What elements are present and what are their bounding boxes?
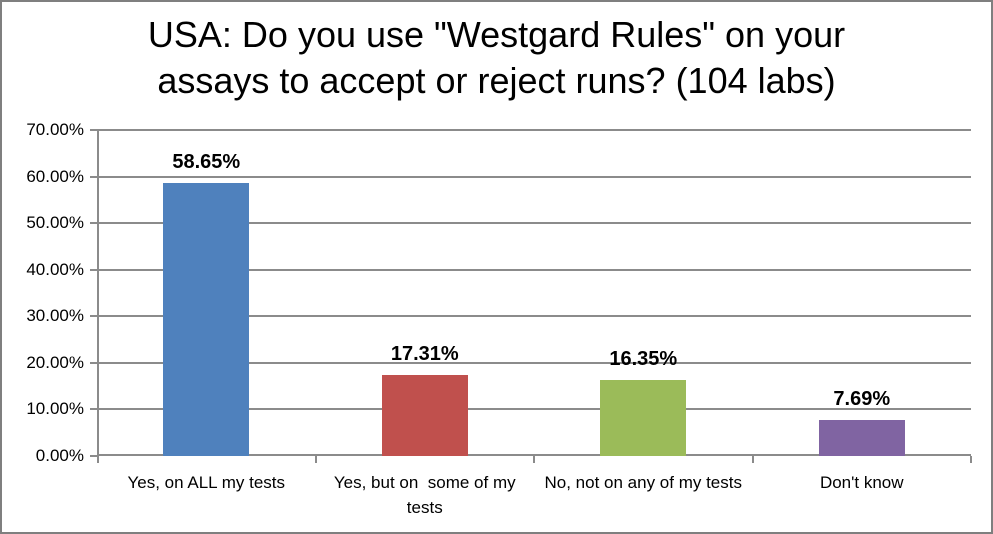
y-axis-tick-label: 40.00% bbox=[26, 259, 84, 279]
bar-3 bbox=[600, 379, 687, 456]
category-label: Yes, but on some of my tests bbox=[333, 473, 521, 517]
y-axis-tick-label: 50.00% bbox=[26, 213, 84, 233]
bar-value-label: 16.35% bbox=[609, 347, 678, 370]
y-axis-tick bbox=[90, 408, 97, 411]
y-axis-tick bbox=[90, 361, 97, 364]
chart-title-line-1: USA: Do you use "Westgard Rules" on your bbox=[147, 14, 846, 55]
y-axis-tick-label: 0.00% bbox=[35, 446, 84, 465]
y-axis-tick bbox=[90, 268, 97, 271]
x-axis-tick bbox=[751, 456, 754, 463]
y-axis-tick bbox=[90, 455, 97, 457]
bar-1 bbox=[163, 182, 250, 456]
plot-area: 58.65% 17.31% 16.35% 7.69% bbox=[90, 129, 972, 463]
x-axis-tick bbox=[970, 456, 972, 463]
y-axis-tick bbox=[90, 315, 97, 318]
y-axis-tick bbox=[90, 175, 97, 178]
gridline bbox=[97, 268, 971, 271]
chart-title: USA: Do you use "Westgard Rules" on your… bbox=[2, 12, 991, 104]
gridline bbox=[97, 175, 971, 178]
category-label: Yes, on ALL my tests bbox=[127, 473, 286, 492]
x-axis-tick bbox=[533, 456, 535, 463]
y-axis-tick-label: 60.00% bbox=[26, 166, 84, 186]
y-axis-tick-label: 20.00% bbox=[26, 352, 84, 372]
bar-value-label: 7.69% bbox=[833, 388, 891, 411]
category-label: Don't know bbox=[819, 473, 904, 492]
y-axis-tick bbox=[90, 129, 97, 131]
bar-value-label: 58.65% bbox=[172, 150, 241, 173]
chart-title-line-2: assays to accept or reject runs? (104 la… bbox=[157, 60, 836, 101]
y-axis-tick-label: 30.00% bbox=[26, 306, 84, 326]
gridline bbox=[97, 361, 971, 364]
y-axis-line bbox=[97, 130, 99, 463]
gridline bbox=[97, 222, 971, 225]
y-axis-tick-label: 70.00% bbox=[26, 120, 84, 139]
bar-4 bbox=[818, 420, 905, 456]
x-axis-tick bbox=[314, 456, 317, 463]
bar-value-label: 17.31% bbox=[390, 343, 459, 366]
gridline bbox=[97, 408, 971, 411]
x-axis-line bbox=[97, 454, 971, 456]
gridline bbox=[97, 315, 971, 318]
category-label: No, not on any of my tests bbox=[544, 473, 742, 492]
y-axis-tick bbox=[90, 222, 97, 225]
y-axis-tick-label: 10.00% bbox=[26, 399, 84, 419]
gridline bbox=[97, 129, 971, 131]
bar-2 bbox=[381, 375, 468, 456]
